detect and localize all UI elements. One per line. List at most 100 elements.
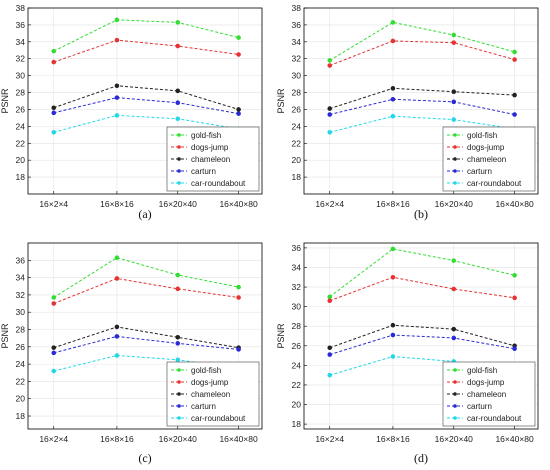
data-point-car-roundabout (51, 129, 57, 135)
legend-box (442, 126, 536, 192)
data-point-dogs-jump (327, 63, 333, 68)
x-tick-label: 16×8×16 (376, 434, 410, 444)
x-tick-label: 16×8×16 (100, 199, 134, 209)
legend-marker-carturn (453, 169, 457, 173)
x-tick-label: 16×40×80 (495, 434, 534, 444)
legend-entry-carturn: carturn (467, 167, 492, 176)
y-tick-label: 32 (292, 54, 302, 64)
data-point-carturn (451, 99, 457, 105)
y-tick-label: 38 (292, 3, 302, 13)
data-point-dogs-jump (512, 57, 517, 62)
legend-marker-chameleon (177, 157, 181, 161)
data-point-dogs-jump (114, 37, 120, 43)
data-point-dogs-jump (451, 40, 457, 45)
legend-entry-dogs-jump: dogs-jump (191, 378, 229, 387)
legend-marker-dogs-jump (177, 380, 181, 384)
y-tick-label: 22 (16, 138, 26, 148)
y-tick-label: 32 (16, 290, 26, 300)
legend-marker-gold-fish (453, 133, 457, 137)
data-point-car-roundabout (390, 354, 396, 359)
legend-marker-car-roundabout (453, 181, 457, 185)
legend-marker-car-roundabout (177, 181, 181, 185)
legend-marker-chameleon (453, 157, 457, 161)
data-point-car-roundabout (327, 372, 333, 378)
data-point-chameleon (327, 345, 333, 351)
series-line-carturn (329, 334, 515, 356)
data-point-dogs-jump (390, 274, 396, 280)
y-tick-label: 26 (292, 341, 302, 351)
legend-marker-chameleon (453, 392, 457, 396)
data-point-chameleon (51, 345, 57, 350)
legend-entry-chameleon: chameleon (191, 390, 230, 399)
legend-entry-car-roundabout: car-roundabout (191, 179, 246, 188)
chart-panel-3: 18 20 22 24 26 28 30 32 34 36 16×2×4 16×8×16 16×20×4… (0, 242, 263, 465)
legend-entry-chameleon: chameleon (467, 390, 506, 399)
legend-entry-gold-fish: gold-fish (191, 131, 221, 140)
data-point-gold-fish (114, 17, 120, 23)
panel-caption: (a) (138, 207, 151, 221)
data-point-carturn (236, 347, 241, 352)
data-point-car-roundabout (114, 353, 120, 358)
series-line-gold-fish (329, 21, 515, 61)
y-tick-label: 30 (292, 71, 302, 81)
data-point-carturn (327, 352, 333, 357)
panel-caption: (c) (138, 451, 151, 465)
legend-entry-dogs-jump: dogs-jump (467, 143, 505, 152)
data-point-chameleon (114, 324, 120, 330)
legend-entry-carturn: carturn (191, 402, 216, 411)
legend-entry-car-roundabout: car-roundabout (467, 179, 522, 188)
legend-entry-carturn: carturn (467, 402, 492, 411)
data-point-dogs-jump (236, 295, 241, 300)
y-tick-label: 34 (292, 37, 302, 47)
y-tick-label: 32 (292, 282, 302, 292)
data-point-dogs-jump (175, 43, 181, 49)
y-tick-label: 38 (16, 3, 26, 13)
legend-marker-carturn (177, 169, 181, 173)
y-axis-label: PSNR (276, 88, 286, 114)
plot-frame (303, 242, 539, 430)
data-point-carturn (175, 100, 181, 105)
y-tick-label: 18 (16, 411, 26, 421)
legend-marker-dogs-jump (453, 380, 457, 384)
series-line-car-roundabout (53, 114, 239, 133)
y-tick-label: 20 (292, 155, 302, 165)
data-point-gold-fish (114, 255, 120, 261)
data-point-dogs-jump (175, 286, 181, 292)
chart-panel-1: 18 20 22 24 26 28 30 32 34 36 38 16×2×4 16×8×16 16×20… (0, 3, 263, 221)
y-tick-label: 26 (16, 342, 26, 352)
x-tick-label: 16×8×16 (100, 434, 134, 444)
data-point-chameleon (327, 106, 333, 111)
data-point-carturn (114, 334, 120, 339)
x-tick-label: 16×20×40 (435, 199, 474, 209)
data-point-chameleon (390, 86, 396, 91)
legend-marker-carturn (453, 404, 457, 408)
y-tick-label: 22 (292, 380, 302, 390)
data-point-carturn (51, 110, 57, 116)
data-point-gold-fish (327, 58, 333, 63)
legend-entry-gold-fish: gold-fish (467, 366, 497, 375)
legend-marker-gold-fish (177, 368, 181, 372)
data-point-car-roundabout (390, 113, 396, 119)
legend-entry-car-roundabout: car-roundabout (467, 414, 522, 423)
data-point-dogs-jump (327, 298, 333, 304)
x-tick-label: 16×2×4 (315, 434, 344, 444)
y-tick-label: 22 (16, 376, 26, 386)
y-tick-label: 18 (16, 172, 26, 182)
legend-marker-chameleon (177, 392, 181, 396)
legend-marker-carturn (177, 404, 181, 408)
series-line-carturn (53, 97, 239, 115)
legend-marker-car-roundabout (177, 416, 181, 420)
legend: gold-fish dogs-jump chameleon carturn car-ro… (166, 126, 260, 192)
data-point-carturn (327, 112, 333, 117)
legend-marker-car-roundabout (453, 416, 457, 420)
data-point-carturn (236, 111, 241, 116)
legend-entry-carturn: carturn (191, 167, 216, 176)
series-line-gold-fish (53, 257, 239, 298)
y-tick-label: 28 (16, 325, 26, 335)
x-tick-label: 16×20×40 (435, 434, 474, 444)
data-point-chameleon (175, 88, 181, 94)
legend-entry-dogs-jump: dogs-jump (191, 143, 229, 152)
data-point-gold-fish (390, 20, 396, 25)
series-line-chameleon (53, 85, 239, 110)
